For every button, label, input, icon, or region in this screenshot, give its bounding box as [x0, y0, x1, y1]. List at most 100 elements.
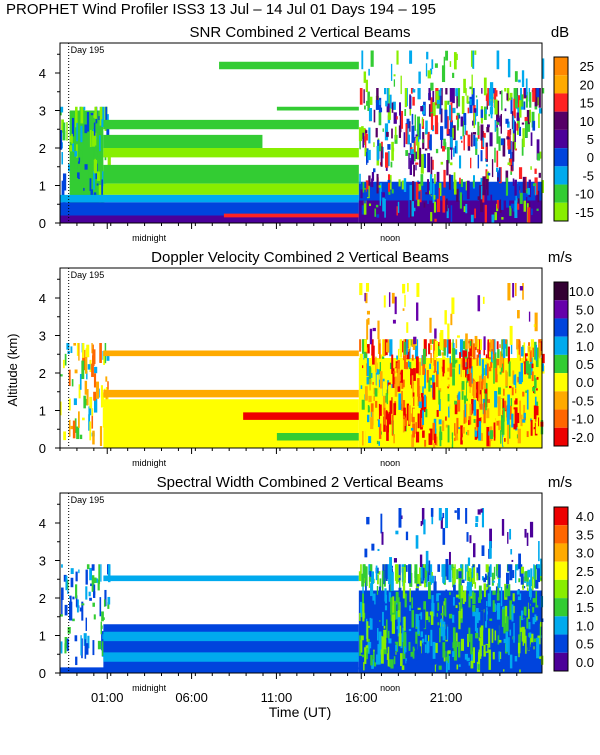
colorbar-label: 1.0 — [576, 339, 594, 354]
heatmap-cell — [518, 339, 521, 355]
heatmap-cell — [452, 380, 455, 400]
heatmap-cell — [388, 638, 392, 644]
heatmap-cell — [450, 378, 454, 394]
heatmap-cell — [364, 292, 366, 302]
heatmap-cell — [405, 150, 409, 156]
heatmap-cell — [379, 343, 381, 359]
heatmap-cell — [504, 339, 507, 344]
heatmap-cell — [472, 180, 475, 188]
heatmap-cell — [433, 370, 436, 374]
heatmap-cell — [415, 181, 419, 200]
heatmap-cell — [514, 200, 518, 219]
heatmap-cell — [363, 430, 366, 448]
heatmap-cell — [442, 356, 446, 360]
heatmap-cell — [516, 112, 520, 121]
heatmap-cell — [461, 140, 463, 143]
heatmap-cell — [533, 405, 537, 420]
heatmap-cell — [512, 283, 515, 298]
heatmap-cell — [438, 665, 442, 670]
heatmap-cell — [469, 99, 472, 105]
heatmap-cell — [472, 564, 476, 585]
heatmap-cell — [465, 88, 467, 96]
heatmap-cell — [431, 595, 434, 607]
heatmap-cell — [455, 605, 458, 609]
heatmap-cell — [540, 635, 543, 638]
heatmap-cell — [443, 169, 446, 188]
heatmap-cell — [462, 350, 466, 370]
heatmap-cell — [76, 426, 80, 440]
heatmap-cell — [105, 376, 108, 382]
heatmap-cell — [490, 101, 493, 119]
heatmap-cell — [417, 607, 421, 610]
heatmap-cell — [85, 643, 89, 655]
heatmap-cell — [527, 636, 530, 651]
heatmap-cell — [391, 421, 394, 436]
heatmap-cell — [388, 384, 392, 401]
heatmap-cell — [90, 189, 93, 200]
heatmap-cell — [485, 164, 488, 167]
heatmap-cell — [93, 112, 96, 118]
heatmap-cell — [405, 613, 407, 623]
heatmap-cell — [383, 407, 386, 425]
heatmap-cell — [397, 597, 400, 611]
heatmap-cell — [462, 341, 465, 350]
heatmap-cell — [448, 384, 450, 388]
heatmap-cell — [517, 642, 521, 654]
heatmap-cell — [100, 621, 102, 635]
heatmap-cell — [366, 621, 369, 642]
y-tick-label: 2 — [39, 366, 46, 381]
heatmap-cell — [366, 358, 369, 377]
heatmap-cell — [379, 354, 383, 365]
heatmap-cell — [461, 96, 465, 115]
heatmap-cell — [496, 628, 499, 636]
heatmap-cell — [426, 564, 430, 579]
heatmap-cell — [93, 391, 96, 401]
heatmap-cell — [458, 429, 461, 438]
heatmap-cell — [500, 415, 503, 432]
heatmap-cell — [507, 58, 511, 78]
y-tick-label: 2 — [39, 591, 46, 606]
heatmap-cell — [479, 627, 481, 637]
heatmap-cell — [479, 432, 483, 441]
heatmap-cell — [466, 180, 470, 200]
heatmap-cell — [371, 178, 374, 188]
heatmap-cell — [440, 613, 444, 616]
heatmap-cell — [523, 606, 527, 616]
heatmap-cell — [518, 578, 521, 583]
heatmap-cell — [82, 417, 85, 421]
heatmap-cell — [512, 370, 515, 384]
heatmap-cell — [540, 558, 543, 577]
heatmap-cell — [496, 341, 499, 350]
heatmap-cell — [466, 564, 468, 572]
heatmap-cell — [431, 571, 433, 579]
heatmap-cell — [391, 128, 393, 139]
heatmap-cell — [451, 564, 453, 571]
heatmap-cell — [457, 396, 461, 412]
heatmap-cell — [507, 584, 511, 597]
heatmap-cell — [517, 428, 521, 444]
heatmap-cell — [395, 530, 399, 535]
heatmap-cell — [481, 374, 484, 385]
heatmap-cell — [516, 183, 520, 199]
heatmap-cell — [93, 192, 97, 197]
heatmap-cell — [428, 380, 431, 392]
heatmap-cell — [535, 605, 539, 608]
heatmap-cell — [425, 63, 428, 77]
midnight-label: midnight — [132, 683, 167, 693]
heatmap-cell — [393, 643, 396, 657]
heatmap-cell — [534, 312, 538, 332]
heatmap-cell — [483, 616, 486, 630]
heatmap-cell — [436, 409, 439, 417]
heatmap-cell — [450, 174, 454, 190]
heatmap-cell — [427, 179, 430, 195]
heatmap-cell — [465, 333, 468, 350]
heatmap-cell — [377, 548, 380, 552]
heatmap-cell — [442, 339, 445, 352]
heatmap-cell — [486, 601, 488, 607]
heatmap-cell — [376, 585, 379, 595]
heatmap-cell — [474, 50, 477, 55]
heatmap-cell — [384, 434, 387, 441]
panel-title: Spectral Width Combined 2 Vertical Beams — [157, 474, 444, 491]
heatmap-cell — [502, 436, 505, 446]
heatmap-cell — [65, 575, 68, 591]
